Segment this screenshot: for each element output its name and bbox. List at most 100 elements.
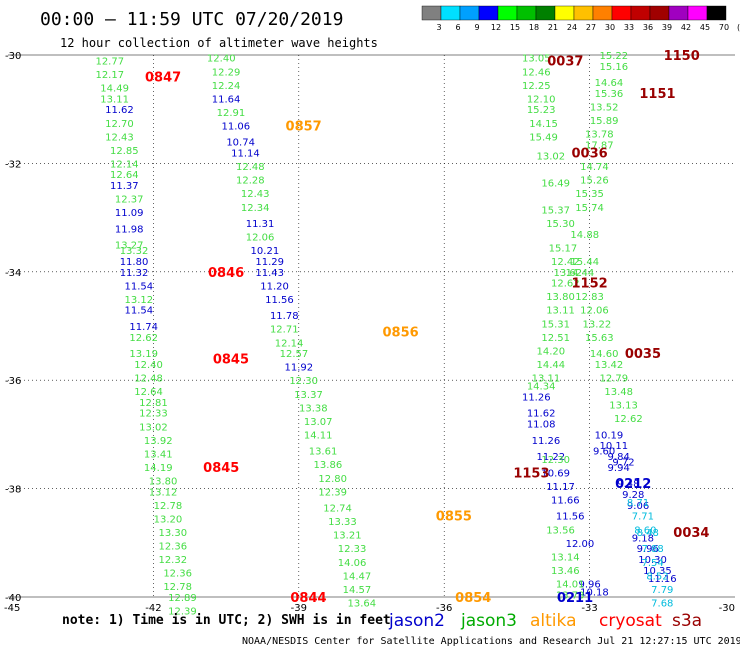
- swh-value-jason3: 12.77: [95, 56, 124, 67]
- chart-title: 00:00 – 11:59 UTC 07/20/2019: [40, 9, 343, 30]
- swh-value-jason3: 13.41: [144, 449, 173, 460]
- swh-value-s3a: 8.48: [637, 528, 659, 539]
- swh-value-jason3: 14.01: [556, 579, 585, 590]
- swh-value-jason2: 11.29: [255, 257, 284, 268]
- swh-value-jason3: 13.13: [609, 401, 638, 412]
- swh-value-jason3: 13.02: [537, 151, 566, 162]
- swh-value-jason3: 12.30: [289, 376, 318, 387]
- legend-label: 18: [529, 23, 539, 32]
- swh-value-jason2: 11.54: [125, 306, 154, 317]
- swh-value-jason3: 15.89: [590, 116, 619, 127]
- legend-label: 70: [719, 23, 729, 32]
- swh-value-jason3: 12.36: [163, 569, 192, 580]
- legend-label: 3: [436, 23, 441, 32]
- swh-value-jason2: 11.78: [270, 311, 299, 322]
- swh-value-jason3: 12.62: [129, 333, 158, 344]
- swh-value-jason3: 14.44: [566, 268, 595, 279]
- swh-value-jason3: 16.49: [541, 178, 570, 189]
- swh-value-jason3: 12.24: [212, 81, 241, 92]
- swh-value-jason2: 11.66: [551, 495, 580, 506]
- swh-value-jason2: 10.30: [638, 555, 667, 566]
- swh-value-jason3: 12.78: [163, 582, 192, 593]
- swh-value-jason3: 12.40: [134, 360, 163, 371]
- swh-value-jason2: 9.60: [593, 447, 615, 458]
- pass-time-label: 0212: [615, 477, 651, 492]
- swh-value-jason3: 13.27: [115, 241, 144, 252]
- legend-swatch: [592, 5, 613, 21]
- swh-value-jason3: 14.19: [144, 463, 173, 474]
- swh-value-jason3: 14.34: [527, 382, 556, 393]
- y-tick-label: -30: [5, 51, 21, 62]
- satellite-legend: jason2 jason3 altika cryosat s3a: [388, 611, 702, 631]
- swh-value-jason3: 13.11: [546, 306, 575, 317]
- legend-label: (ft): [737, 23, 740, 32]
- swh-value-jason2: 11.32: [120, 268, 149, 279]
- legend-label: 21: [548, 23, 558, 32]
- swh-value-jason2: 11.64: [212, 94, 241, 105]
- pass-time-label: 0847: [145, 71, 181, 86]
- swh-value-jason3: 12.28: [236, 176, 265, 187]
- pass-time-label: 0035: [625, 347, 661, 362]
- swh-value-jason3: 13.61: [309, 447, 338, 458]
- legend-swatch: [421, 5, 442, 21]
- swh-value-jason3: 13.42: [595, 360, 624, 371]
- swh-value-jason3: 12.42: [551, 257, 580, 268]
- swh-value-jason3: 13.37: [294, 390, 323, 401]
- pass-time-label: 1150: [664, 49, 700, 64]
- swh-value-jason3: 13.80: [149, 476, 178, 487]
- swh-value-jason2: 11.62: [527, 409, 556, 420]
- swh-value-jason3: 15.31: [541, 319, 570, 330]
- swh-value-jason3: 15.26: [580, 176, 609, 187]
- swh-value-jason3: 13.80: [546, 292, 575, 303]
- pass-time-label: 0856: [382, 325, 418, 340]
- swh-value-jason2: 11.80: [120, 257, 149, 268]
- pass-time-label: 0037: [547, 54, 583, 69]
- swh-value-jason2: 12.00: [566, 539, 595, 550]
- swh-value-jason3: 12.64: [134, 387, 163, 398]
- swh-value-jason3: 15.63: [585, 333, 614, 344]
- swh-value-jason3: 12.62: [614, 414, 643, 425]
- pass-time-label: 0034: [673, 526, 709, 541]
- swh-value-s3a: 7.79: [651, 585, 673, 596]
- swh-value-jason2: 11.98: [115, 224, 144, 235]
- x-tick-label: -30: [719, 603, 735, 614]
- swh-value-jason3: 14.74: [580, 162, 609, 173]
- swh-value-jason2: 9.72: [612, 458, 634, 469]
- x-tick-label: -39: [291, 603, 307, 614]
- pass-time-label: 1153: [513, 466, 549, 481]
- swh-value-jason2: 10.35: [643, 566, 672, 577]
- swh-value-jason2: 9.18: [632, 533, 654, 544]
- swh-value-jason2: 11.31: [246, 219, 275, 230]
- swh-value-jason3: 15.17: [549, 243, 578, 254]
- swh-value-jason3: 13.21: [333, 531, 362, 542]
- pass-time-label: 0846: [208, 266, 244, 281]
- swh-value-jason3: 15.74: [575, 203, 604, 214]
- swh-value-jason3: 12.30: [541, 455, 570, 466]
- swh-value-jason3: 14.06: [338, 558, 367, 569]
- swh-value-s3a: 8.71: [627, 498, 649, 509]
- legend-swatch: [706, 5, 727, 21]
- pass-time-label: 0845: [213, 353, 249, 368]
- footer-note: note: 1) Time is in UTC; 2) SWH is in fe…: [62, 613, 391, 628]
- swh-value-jason3: 14.47: [343, 571, 372, 582]
- pass-time-label: 0857: [286, 119, 322, 134]
- swh-value-jason3: 14.15: [529, 119, 558, 130]
- swh-value-jason2: 11.37: [110, 181, 139, 192]
- swh-value-jason2: 10.69: [541, 468, 570, 479]
- pass-time-label: 0845: [203, 461, 239, 476]
- swh-value-jason3: 12.48: [236, 162, 265, 173]
- swh-value-jason3: 15.37: [541, 205, 570, 216]
- swh-value-s3a: 8.60: [634, 525, 656, 536]
- satellite-legend-cryosat: cryosat: [599, 611, 662, 631]
- footer-credit: NOAA/NESDIS Center for Satellite Applica…: [242, 636, 740, 647]
- swh-value-jason2: 9.96: [637, 544, 659, 555]
- swh-value-jason3: 13.11: [532, 373, 561, 384]
- swh-value-jason3: 13.20: [154, 514, 183, 525]
- swh-value-jason3: 12.40: [207, 54, 236, 65]
- pass-time-label: 0211: [557, 591, 593, 606]
- y-tick-label: -34: [5, 268, 21, 279]
- swh-value-jason2: 11.56: [265, 295, 294, 306]
- swh-value-jason3: 15.49: [529, 132, 558, 143]
- y-tick-label: -32: [5, 159, 21, 170]
- swh-value-jason3: 14.88: [570, 230, 599, 241]
